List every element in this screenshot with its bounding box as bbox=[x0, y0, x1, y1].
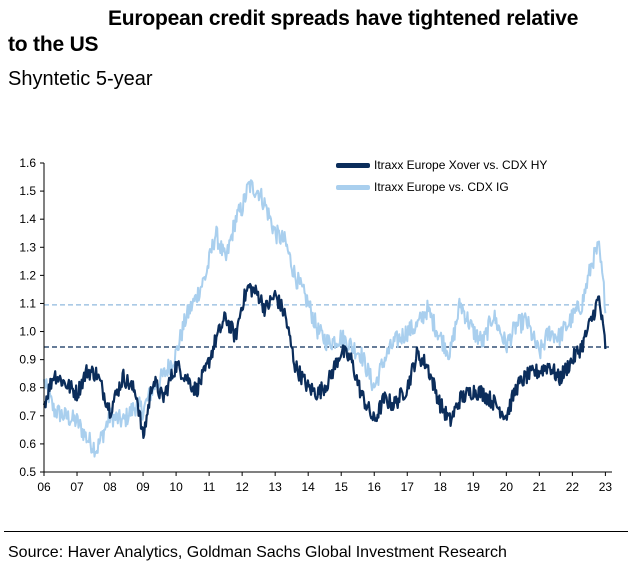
x-tick-label: 14 bbox=[302, 480, 316, 494]
y-tick-label: 1.2 bbox=[19, 268, 36, 282]
x-tick-label: 22 bbox=[566, 480, 580, 494]
source-note: Source: Haver Analytics, Goldman Sachs G… bbox=[8, 544, 507, 561]
x-tick-label: 09 bbox=[136, 480, 150, 494]
y-tick-label: 0.9 bbox=[19, 353, 36, 367]
x-tick-label: 19 bbox=[467, 480, 481, 494]
x-tick-label: 17 bbox=[401, 480, 415, 494]
average-lines bbox=[44, 304, 612, 348]
x-tick-label: 11 bbox=[203, 480, 216, 494]
y-tick-label: 0.6 bbox=[19, 437, 36, 451]
chart-axes: 0.5 0.6 0.7 0.8 0.9 1.0 1.1 1.2 1.3 1.4 1.5 1.6 06 07… bbox=[19, 156, 612, 494]
x-tick-label: 08 bbox=[103, 480, 117, 494]
series-line-europe-ig bbox=[43, 179, 607, 458]
legend-swatch-xover bbox=[336, 162, 370, 168]
x-tick-label: 21 bbox=[533, 480, 547, 494]
x-tick-label: 23 bbox=[599, 480, 613, 494]
x-tick-label: 15 bbox=[335, 480, 349, 494]
y-tick-label: 1.4 bbox=[19, 212, 36, 226]
chart-title-line1: European credit spreads have tightened r… bbox=[108, 7, 579, 30]
x-tick-label: 10 bbox=[169, 480, 183, 494]
x-tick-label: 20 bbox=[500, 480, 514, 494]
x-tick-label: 18 bbox=[434, 480, 448, 494]
y-tick-label: 0.7 bbox=[19, 409, 36, 423]
y-tick-label: 0.5 bbox=[19, 465, 36, 479]
legend-swatch-ig bbox=[336, 184, 370, 190]
series-line-xover-hy bbox=[42, 282, 607, 439]
x-tick-label: 16 bbox=[368, 480, 382, 494]
line-chart: 0.5 0.6 0.7 0.8 0.9 1.0 1.1 1.2 1.3 1.4 1.5 1.6 06 07… bbox=[19, 156, 612, 494]
chart-legend: Itraxx Europe Xover vs. CDX HY Itraxx Eu… bbox=[336, 154, 547, 198]
legend-item-ig: Itraxx Europe vs. CDX IG bbox=[336, 176, 547, 198]
series-lines bbox=[42, 179, 607, 458]
chart-title: European credit spreads have tightened r… bbox=[8, 6, 620, 58]
legend-item-xover: Itraxx Europe Xover vs. CDX HY bbox=[336, 154, 547, 176]
x-tick-label: 12 bbox=[235, 480, 249, 494]
legend-label-ig: Itraxx Europe vs. CDX IG bbox=[374, 180, 509, 194]
y-tick-label: 1.3 bbox=[19, 240, 36, 254]
x-tick-label: 13 bbox=[268, 480, 282, 494]
legend-label-xover: Itraxx Europe Xover vs. CDX HY bbox=[374, 158, 548, 172]
chart-title-line2: to the US bbox=[8, 33, 99, 56]
y-tick-label: 1.1 bbox=[19, 296, 36, 310]
x-tick-label: 07 bbox=[70, 480, 84, 494]
y-tick-label: 1.6 bbox=[19, 156, 36, 170]
x-tick-label: 06 bbox=[37, 480, 51, 494]
chart-subtitle: Shyntetic 5-year bbox=[8, 68, 153, 90]
source-divider bbox=[4, 531, 628, 532]
y-tick-label: 1.0 bbox=[19, 325, 36, 339]
y-tick-label: 1.5 bbox=[19, 184, 36, 198]
y-tick-label: 0.8 bbox=[19, 381, 36, 395]
